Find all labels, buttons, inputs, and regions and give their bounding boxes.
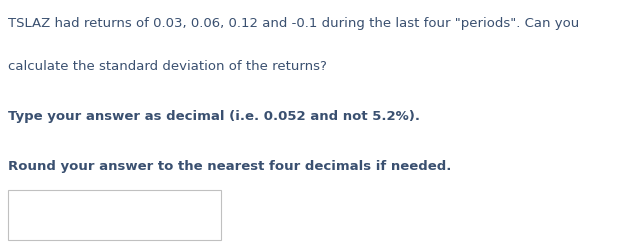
Text: calculate the standard deviation of the returns?: calculate the standard deviation of the … [8, 60, 327, 73]
Text: Type your answer as decimal (i.e. 0.052 and not 5.2%).: Type your answer as decimal (i.e. 0.052 … [8, 110, 420, 123]
Text: Round your answer to the nearest four decimals if needed.: Round your answer to the nearest four de… [8, 160, 451, 173]
Text: TSLAZ had returns of 0.03, 0.06, 0.12 and -0.1 during the last four "periods". C: TSLAZ had returns of 0.03, 0.06, 0.12 an… [8, 18, 579, 30]
FancyBboxPatch shape [8, 190, 221, 240]
